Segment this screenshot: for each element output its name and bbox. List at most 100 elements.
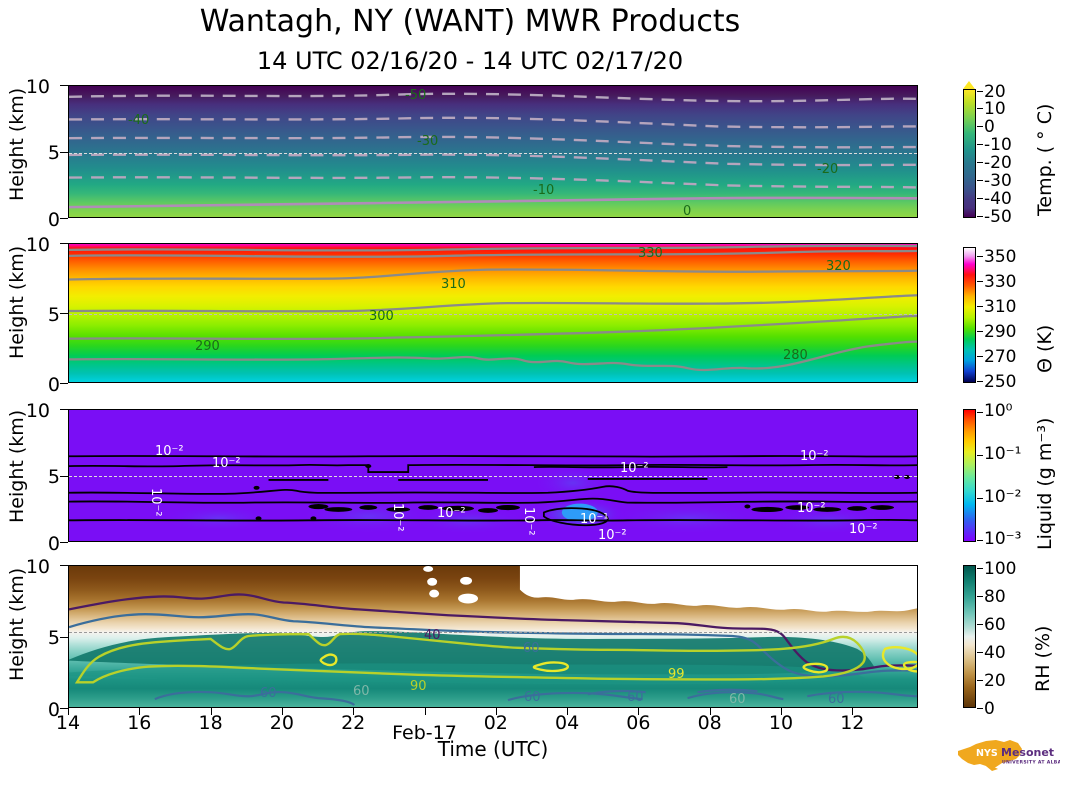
temp-cb-tick-10: 10 [984,99,1006,119]
y-tick-rh-10: 10 [25,556,50,578]
rh-cb-tick-100: 100 [984,559,1017,579]
temperature-contours [69,92,917,209]
theta-cb-tick-250: 250 [984,372,1017,392]
y-tick-temp-10: 10 [25,76,50,98]
reference-line-5km [69,476,917,477]
contour-label-temp-m20: -20 [817,162,839,177]
panel-liquid-water [68,409,918,542]
reference-line-5km [69,314,917,315]
contour-label-rh-60f: 60 [729,692,746,707]
y-tick-liquid-10: 10 [25,400,50,422]
theta-colorbar-label: Θ (K) [1034,324,1056,373]
theta-cb-tick-310: 310 [984,297,1017,317]
theta-cb-tick-330: 330 [984,272,1017,292]
contour-label-liquid-b: 10⁻² [212,456,241,471]
reference-line-5km [69,632,917,633]
contour-label-rh-60e: 60 [627,690,644,705]
rh-colorbar-label: RH (%) [1032,625,1054,692]
rh-moist-layer [69,566,917,685]
contour-label-liquid-h: 10⁻² [521,507,536,536]
x-tick-10: 10 [768,712,794,734]
x-tick-06: 06 [626,712,651,734]
rh-contours [69,593,917,706]
contour-label-rh-90: 90 [410,679,427,694]
contour-label-rh-60c: 60 [353,684,370,699]
panel-temperature [68,85,918,218]
page-title: Wantagh, NY (WANT) MWR Products [199,4,741,39]
x-axis-label: Time (UTC) [437,737,549,761]
temp-cb-tick-m50: -50 [984,207,1012,227]
contour-label-temp-m30: -30 [417,134,439,149]
liquid-cb-tick-0p01: 10⁻² [984,487,1022,507]
contour-label-liquid-i: 10⁻¹ [580,512,609,527]
y-axis-label-theta: Height (km) [6,245,28,359]
contour-label-theta-280: 280 [783,348,808,363]
y-tick-liquid-0: 0 [47,533,60,555]
y-axis-label-temp: Height (km) [6,87,28,201]
temp-colorbar-label: Temp. ( ° C) [1034,103,1056,216]
liquid-cb-tick-0p001: 10⁻³ [984,529,1022,549]
rh-cb-tick-60: 60 [984,615,1006,635]
panel-potential-temperature [68,243,918,383]
contour-label-liquid-f: 10⁻² [437,506,466,521]
x-tick-08: 08 [697,712,722,734]
contour-label-rh-60b: 60 [260,686,277,701]
y-tick-temp-0: 0 [47,209,60,231]
contour-label-rh-60a: 60 [523,641,540,656]
contour-label-liquid-l: 10⁻² [849,522,878,537]
contour-label-rh-40: 40 [424,628,441,643]
x-tick-22: 22 [341,712,366,734]
contour-label-liquid-d: 10⁻² [800,449,829,464]
x-tick-day-break: Feb-17 [392,722,457,744]
theta-colorbar-arrow [963,239,975,247]
contour-label-temp-m40: -40 [128,113,150,128]
rh-cb-tick-40: 40 [984,643,1006,663]
temp-cb-tick-20: 20 [984,82,1006,102]
x-tick-12: 12 [840,712,865,734]
x-tick-04: 04 [555,712,580,734]
temp-colorbar-arrow [963,81,975,89]
x-tick-18: 18 [198,712,223,734]
contour-label-theta-290: 290 [195,339,220,354]
contour-label-rh-60g: 60 [828,692,845,707]
temperature-field [69,86,917,217]
theta-cb-tick-350: 350 [984,247,1017,267]
reference-line-5km [69,152,917,154]
x-tick-02: 02 [483,712,508,734]
contour-label-liquid-a: 10⁻² [155,444,184,459]
y-axis-label-liquid: Height (km) [6,409,28,523]
contour-label-theta-300: 300 [369,309,394,324]
logo-mesonet-text: Mesonet [1001,746,1054,759]
theta-cb-tick-290: 290 [984,322,1017,342]
y-tick-theta-10: 10 [25,234,50,256]
contour-label-liquid-c: 10⁻² [620,461,649,476]
theta-cb-tick-270: 270 [984,347,1017,367]
contour-label-theta-310: 310 [441,277,466,292]
temp-cb-tick-0: 0 [984,117,995,137]
y-tick-liquid-5: 5 [47,466,60,488]
contour-label-theta-330: 330 [638,246,663,261]
contour-label-liquid-g: 10⁻² [390,503,405,532]
y-tick-temp-5: 5 [47,142,60,164]
y-axis-label-rh: Height (km) [6,567,28,681]
y-tick-theta-0: 0 [47,374,60,396]
liquid-contours [69,455,917,527]
theta-colorbar [963,247,976,383]
theta-contours [69,244,917,372]
contour-label-rh-99: 99 [668,667,685,682]
rh-cb-tick-80: 80 [984,587,1006,607]
contour-label-temp-0: 0 [683,204,692,219]
contour-label-liquid-e: 10⁻² [148,488,163,517]
temp-cb-tick-m10: -10 [984,135,1012,155]
liquid-colorbar-label: Liquid (g m⁻³) [1034,417,1056,550]
y-tick-rh-0: 0 [47,699,60,721]
x-tick-16: 16 [127,712,152,734]
liquid-colorbar [963,409,976,542]
contour-label-theta-320: 320 [826,259,851,274]
liquid-cb-tick-0p1: 10⁻¹ [984,444,1022,464]
contour-label-liquid-k: 10⁻² [797,501,826,516]
temp-cb-tick-m40: -40 [984,189,1012,209]
page-subtitle: 14 UTC 02/16/20 - 14 UTC 02/17/20 [256,47,684,75]
x-tick-20: 20 [269,712,294,734]
liquid-soft-blobs [158,465,888,535]
